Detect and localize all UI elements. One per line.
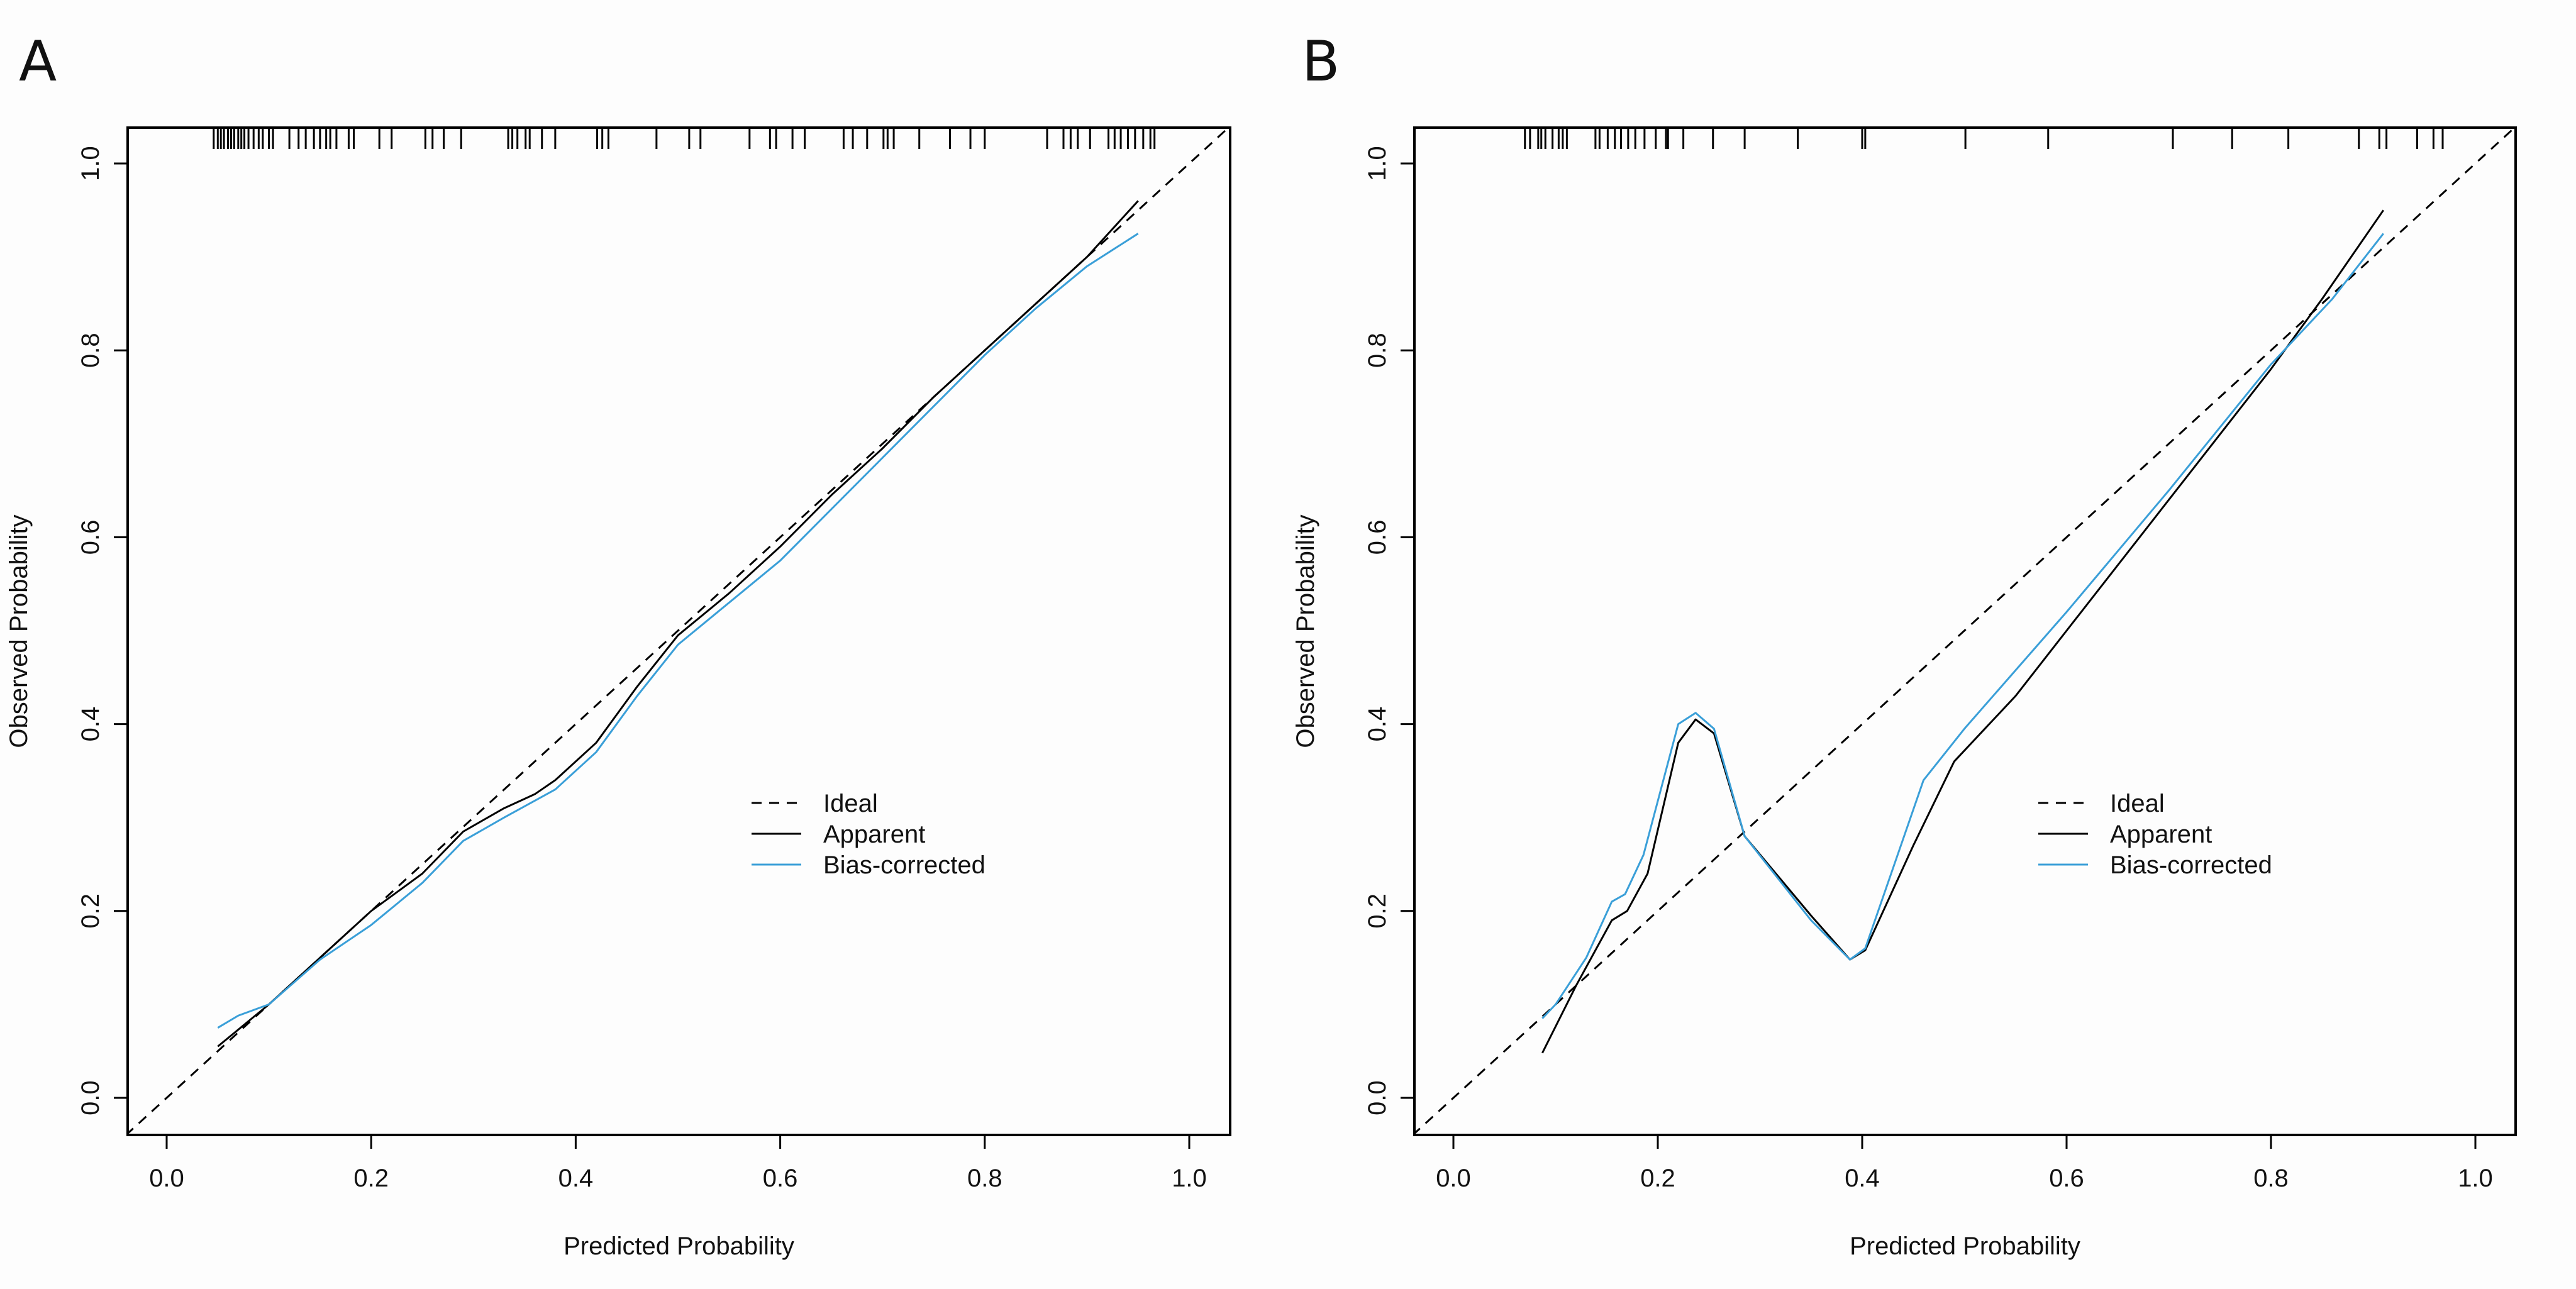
- legend-item: Apparent: [2110, 821, 2212, 848]
- y-tick-label: 0.6: [77, 520, 104, 555]
- x-tick-label: 0.6: [2049, 1165, 2084, 1192]
- x-tick-label: 1.0: [1172, 1165, 1207, 1192]
- y-tick-label: 1.0: [77, 146, 104, 181]
- legend: Ideal Apparent Bias-corrected: [752, 790, 985, 879]
- y-tick-label: 0.8: [1363, 333, 1391, 368]
- series-apparent: [217, 200, 1139, 1048]
- y-tick-label: 0.0: [1363, 1080, 1391, 1115]
- y-tick-label: 0.8: [77, 333, 104, 368]
- y-tick-label: 0.4: [1363, 707, 1391, 742]
- y-tick-label: 0.4: [77, 707, 104, 742]
- x-tick-label: 0.2: [353, 1165, 389, 1192]
- x-tick-label: 0.8: [967, 1165, 1002, 1192]
- series-group: [1414, 128, 2516, 1135]
- series-ideal: [1414, 128, 2516, 1135]
- legend-item: Bias-corrected: [2110, 851, 2272, 879]
- plot-frame: [126, 126, 1231, 1136]
- y-tick-label: 0.6: [1363, 520, 1391, 555]
- x-tick-label: 1.0: [2458, 1165, 2493, 1192]
- x-tick-label: 0.6: [763, 1165, 798, 1192]
- series-apparent: [1541, 209, 2384, 1054]
- y-tick-label: 0.2: [77, 893, 104, 929]
- y-tick-label: 0.0: [77, 1080, 104, 1115]
- panel-label: A: [19, 29, 57, 94]
- y-tick-label: 1.0: [1363, 146, 1391, 181]
- panel-b: B 0.0 0.2 0.4 0.6 0.8 1.0 0.0 0.2 0.4 0.6 0.8 1.0 Pre…: [1292, 29, 2517, 1260]
- series-bias-corrected: [217, 233, 1139, 1029]
- y-axis-label: Observed Probability: [5, 514, 33, 748]
- panel-label: B: [1302, 29, 1340, 94]
- x-tick-label: 0.4: [1845, 1165, 1880, 1192]
- legend: Ideal Apparent Bias-corrected: [2038, 790, 2272, 879]
- legend-item: Ideal: [823, 790, 878, 817]
- x-tick-label: 0.8: [2253, 1165, 2289, 1192]
- series-group: [128, 128, 1230, 1135]
- legend-item: Ideal: [2110, 790, 2165, 817]
- x-axis-label: Predicted Probability: [1850, 1232, 2080, 1260]
- x-tick-label: 0.2: [1640, 1165, 1675, 1192]
- y-axis-label: Observed Probability: [1292, 514, 1319, 748]
- legend-item: Bias-corrected: [823, 851, 985, 879]
- x-tick-label: 0.4: [558, 1165, 594, 1192]
- x-tick-label: 0.0: [149, 1165, 184, 1192]
- series-bias-corrected: [1541, 233, 2384, 1019]
- y-tick-label: 0.2: [1363, 893, 1391, 929]
- x-tick-label: 0.0: [1436, 1165, 1471, 1192]
- x-axis-label: Predicted Probability: [564, 1232, 794, 1260]
- legend-item: Apparent: [823, 821, 925, 848]
- panel-a: A 0.0 0.2 0.4 0.6 0.8 1.0 0.0 0.2 0.4 0.6 0.8 1.0 Pre…: [5, 29, 1231, 1260]
